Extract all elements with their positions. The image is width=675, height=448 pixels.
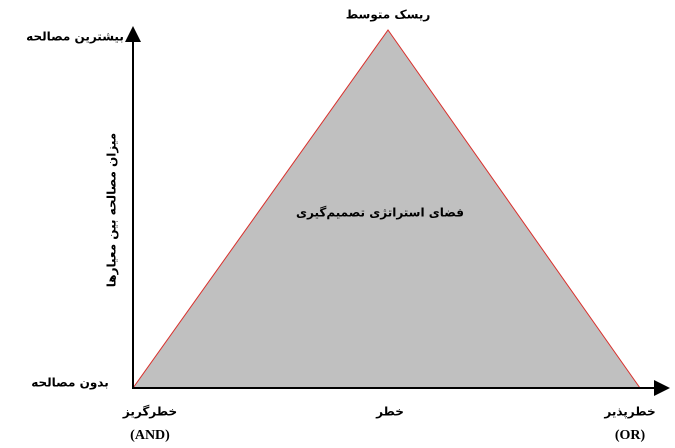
x-code: (OR) xyxy=(615,428,646,443)
x-label: خطرگریز xyxy=(122,405,177,419)
apex-label: ریسک متوسط xyxy=(346,8,431,23)
y-top-label: بیشترین مصالحه xyxy=(26,30,124,44)
region-label: فضای استراتژی تصمیم‌گیری xyxy=(296,206,464,220)
y-axis-title: میزان مصالحه بین معیارها xyxy=(105,133,119,287)
x-code: (AND) xyxy=(130,428,170,443)
x-label: خطرپذیر xyxy=(603,405,655,419)
y-bottom-label: بدون مصالحه xyxy=(31,376,109,391)
x-label: خطر xyxy=(375,405,404,419)
